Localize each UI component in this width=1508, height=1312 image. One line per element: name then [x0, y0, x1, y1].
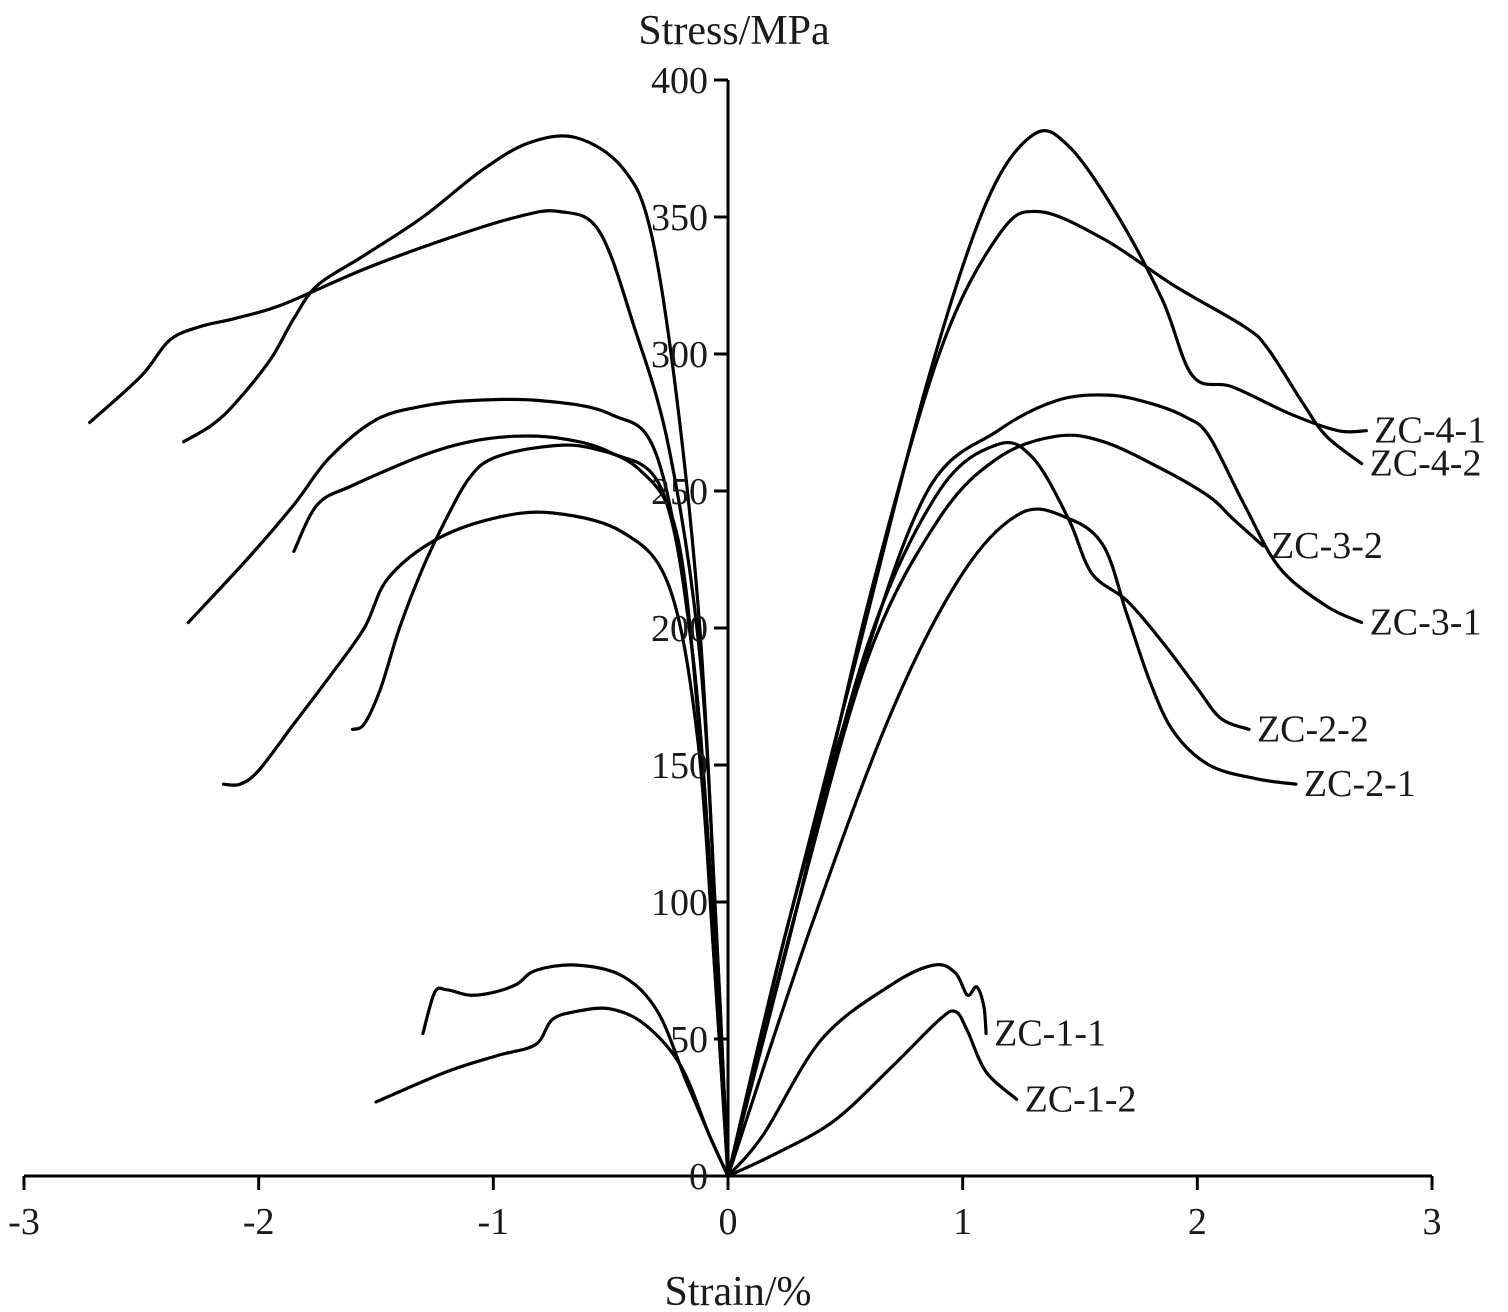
y-tick-label: 200: [651, 608, 708, 650]
series-label-zc-1-1: ZC-1-1: [994, 1013, 1106, 1055]
curve-zc-2-2-compression: [350, 443, 730, 1178]
x-tick-label: -1: [478, 1201, 510, 1243]
curve-zc-1-1-tension: [726, 963, 988, 1178]
curve-zc-1-2-tension: [726, 1009, 1019, 1178]
curve-zc-3-1-compression: [186, 397, 730, 1178]
curve-zc-4-1-tension: [726, 129, 1368, 1178]
curve-zc-4-1-compression: [182, 134, 730, 1178]
y-axis-title: Stress/MPa: [638, 8, 830, 54]
curve-zc-3-1-tension: [726, 393, 1364, 1178]
curve-zc-3-2-tension: [726, 433, 1265, 1178]
y-tick-label: 300: [651, 334, 708, 376]
x-tick-label: 1: [953, 1201, 972, 1243]
y-tick-label: 150: [651, 745, 708, 787]
y-tick-label: 100: [651, 882, 708, 924]
series-label-zc-2-2: ZC-2-2: [1257, 708, 1369, 750]
x-tick-label: -3: [8, 1201, 40, 1243]
series-label-zc-4-1: ZC-4-1: [1374, 410, 1486, 452]
series-label-zc-3-2: ZC-3-2: [1271, 525, 1383, 567]
curve-zc-1-1-compression: [421, 963, 730, 1178]
ticks-layer: -3 -2 -1 0 1 2 3 0 50 100 150 200 250 300 350 400: [8, 60, 1441, 1243]
curve-zc-2-1-compression: [221, 510, 730, 1178]
x-tick-label: -2: [243, 1201, 275, 1243]
y-tick-label: 50: [670, 1019, 708, 1061]
series-label-zc-4-2: ZC-4-2: [1370, 443, 1482, 485]
x-tick-label: 3: [1423, 1201, 1442, 1243]
series-label-zc-1-2: ZC-1-2: [1025, 1078, 1137, 1120]
curves-layer: [88, 129, 1368, 1178]
curve-labels-layer: ZC-4-1ZC-4-2 ZC-3-1 ZC-3-2 ZC-2-2 ZC-2-1 ZC-1…: [994, 410, 1486, 1121]
curve-zc-3-2-compression: [292, 434, 730, 1178]
curve-zc-2-2-tension: [726, 440, 1251, 1178]
x-tick-label: 0: [719, 1201, 738, 1243]
series-label-zc-3-1: ZC-3-1: [1370, 602, 1482, 644]
curve-zc-4-2-compression: [88, 209, 730, 1178]
x-tick-label: 2: [1188, 1201, 1207, 1243]
x-axis-title: Strain/%: [665, 1269, 812, 1312]
y-tick-label: 250: [651, 471, 708, 513]
y-tick-label: 0: [689, 1156, 708, 1198]
y-tick-label: 350: [651, 197, 708, 239]
y-tick-label: 400: [651, 60, 708, 102]
series-label-zc-2-1: ZC-2-1: [1304, 763, 1416, 805]
curve-zc-2-1-tension: [726, 507, 1298, 1178]
curve-zc-1-2-compression: [374, 1006, 730, 1178]
